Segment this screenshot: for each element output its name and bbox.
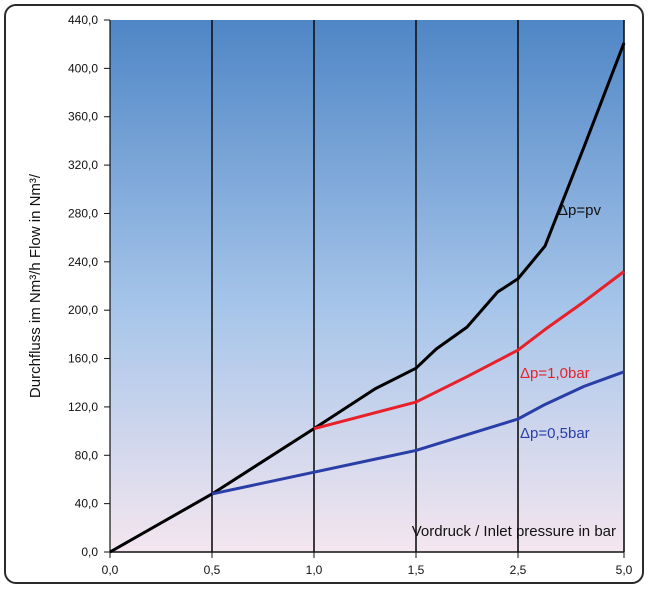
x-tick-label: 1,5 — [408, 563, 425, 577]
y-tick-label: 440,0 — [68, 13, 98, 27]
y-tick-label: 400,0 — [68, 61, 98, 75]
series-lines: Δp=pv Δp=1,0bar Δp=0,5bar — [109, 42, 626, 554]
labels: Durchfluss im Nm³/h Flow in Nm³/ Vordruc… — [27, 173, 616, 540]
series-label: Δp=0,5bar — [520, 425, 590, 442]
axes: 0,0 40,0 80,0 120,0 160,0 200,0 240,0 280,0 320,… — [68, 13, 633, 577]
y-tick-label: 80,0 — [75, 448, 99, 462]
y-tick-label: 200,0 — [68, 303, 98, 317]
grid-lines — [211, 20, 625, 552]
y-tick-label: 240,0 — [68, 255, 98, 269]
x-tick-label: 2,5 — [510, 563, 527, 577]
y-axis-label: Durchfluss im Nm³/h Flow in Nm³/ — [27, 173, 44, 398]
x-tick-label: 1,0 — [306, 563, 323, 577]
y-tick-label: 280,0 — [68, 206, 98, 220]
series-line — [313, 270, 625, 431]
y-tick-label: 360,0 — [68, 110, 98, 124]
plot-area — [110, 20, 624, 552]
series-line — [109, 42, 626, 554]
x-tick-label: 0,0 — [102, 563, 119, 577]
series-label: Δp=1,0bar — [520, 365, 590, 382]
y-tick-label: 120,0 — [68, 400, 98, 414]
y-tick-label: 160,0 — [68, 352, 98, 366]
series-line — [211, 370, 625, 496]
y-tick-label: 320,0 — [68, 158, 98, 172]
y-tick-label: 0,0 — [81, 545, 98, 559]
y-tick-label: 40,0 — [75, 497, 99, 511]
x-tick-label: 5,0 — [616, 563, 633, 577]
x-tick-label: 0,5 — [204, 563, 221, 577]
x-axis-label: Vordruck / Inlet pressure in bar — [412, 523, 616, 540]
series-label: Δp=pv — [558, 202, 601, 219]
